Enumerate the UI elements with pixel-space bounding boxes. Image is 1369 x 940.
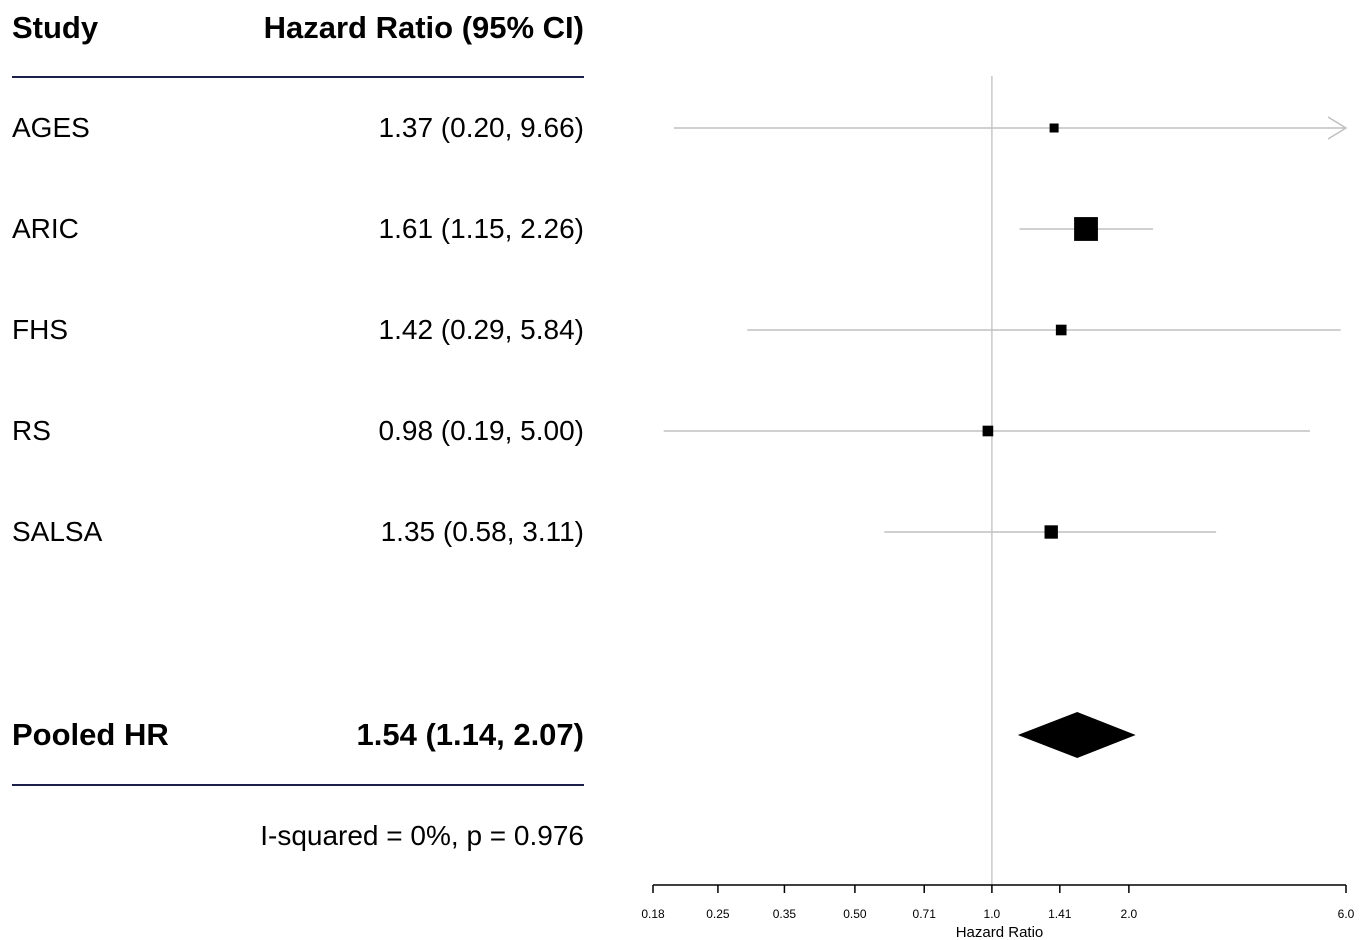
x-tick-label-0: 0.18 [641, 907, 665, 921]
x-tick-label-8: 6.0 [1338, 907, 1355, 921]
study-name-ages: AGES [12, 112, 90, 143]
pooled-diamond [1017, 712, 1136, 758]
hr-value-aric: 1.61 (1.15, 2.26) [378, 213, 584, 244]
study-name-salsa: SALSA [12, 516, 103, 547]
hr-value-fhs: 1.42 (0.29, 5.84) [378, 314, 584, 345]
pooled-rule [12, 784, 584, 786]
point-estimate-salsa [1044, 525, 1058, 539]
x-tick-label-7: 2.0 [1121, 907, 1138, 921]
study-name-aric: ARIC [12, 213, 79, 244]
header-rule [12, 76, 584, 78]
x-tick-label-5: 1.0 [984, 907, 1001, 921]
study-name-rs: RS [12, 415, 51, 446]
hr-value-rs: 0.98 (0.19, 5.00) [378, 415, 584, 446]
x-tick-label-4: 0.71 [913, 907, 937, 921]
x-tick-label-1: 0.25 [706, 907, 730, 921]
x-axis-title: Hazard Ratio [956, 924, 1044, 940]
study-name-fhs: FHS [12, 314, 68, 345]
hr-value-salsa: 1.35 (0.58, 3.11) [380, 516, 584, 547]
x-tick-label-2: 0.35 [773, 907, 797, 921]
ci-arrow-ages [1327, 116, 1348, 140]
point-estimate-fhs [1055, 324, 1067, 336]
point-estimate-aric [1074, 217, 1098, 241]
pooled-label: Pooled HR [12, 717, 169, 752]
point-estimate-rs [982, 425, 994, 437]
hr-value-ages: 1.37 (0.20, 9.66) [378, 112, 584, 143]
study-column-header: Study [12, 10, 99, 45]
x-tick-label-3: 0.50 [843, 907, 867, 921]
point-estimate-ages [1049, 123, 1059, 133]
hr-column-header: Hazard Ratio (95% CI) [263, 10, 584, 45]
heterogeneity-stat: I-squared = 0%, p = 0.976 [260, 820, 584, 851]
x-tick-label-6: 1.41 [1048, 907, 1072, 921]
pooled-value: 1.54 (1.14, 2.07) [356, 717, 585, 752]
